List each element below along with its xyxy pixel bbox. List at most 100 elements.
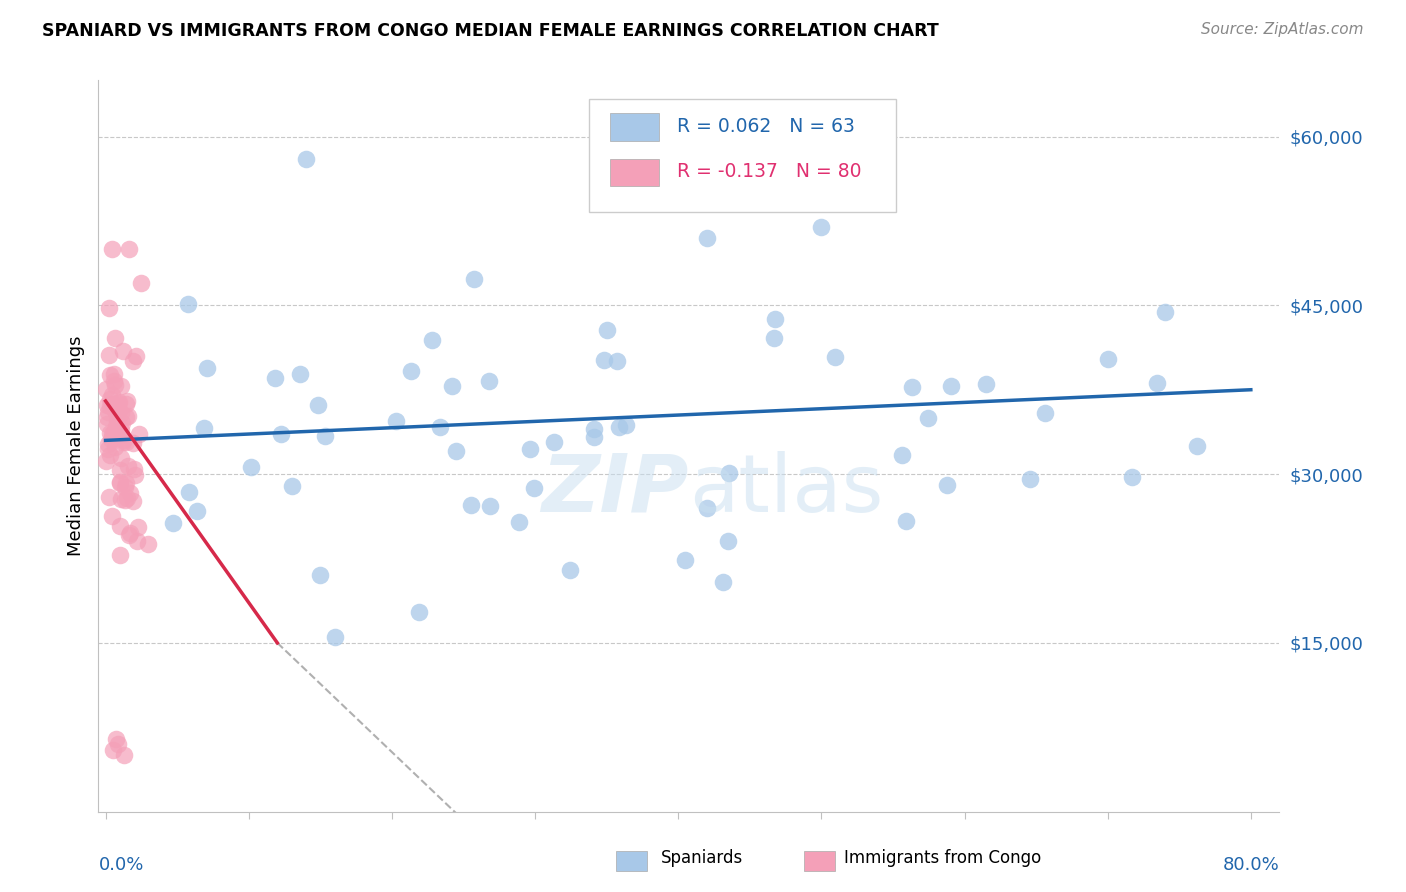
Point xyxy=(195,361,218,376)
Point xyxy=(104,440,127,454)
Point xyxy=(117,527,139,541)
Point xyxy=(96,398,118,412)
Point xyxy=(98,400,121,414)
Point xyxy=(614,418,637,433)
Point xyxy=(110,548,132,562)
Point xyxy=(97,405,120,419)
Point xyxy=(519,442,541,457)
Text: Spaniards: Spaniards xyxy=(661,849,742,867)
Point xyxy=(114,476,136,491)
Point xyxy=(1146,376,1168,391)
Text: 0.0%: 0.0% xyxy=(98,855,143,873)
Point xyxy=(110,379,132,393)
Point xyxy=(107,396,129,410)
Point xyxy=(112,748,135,763)
Point xyxy=(718,466,741,480)
Point xyxy=(101,743,124,757)
Point xyxy=(122,462,145,476)
Point xyxy=(711,574,734,589)
Point xyxy=(890,448,912,462)
Point xyxy=(97,437,120,451)
Point xyxy=(264,370,287,384)
Point xyxy=(101,242,124,256)
Point xyxy=(309,568,332,582)
Point xyxy=(122,436,145,450)
Point xyxy=(110,492,132,507)
Point xyxy=(177,485,200,500)
Point xyxy=(97,301,120,316)
Point xyxy=(810,219,832,234)
Point xyxy=(607,420,630,434)
Point xyxy=(98,392,121,406)
Point xyxy=(1121,470,1143,484)
Point xyxy=(1153,305,1175,319)
Point xyxy=(323,630,346,644)
Bar xyxy=(610,113,659,141)
Point xyxy=(104,419,127,434)
Point xyxy=(543,435,565,450)
Point xyxy=(100,432,122,446)
Text: 80.0%: 80.0% xyxy=(1223,855,1279,873)
Point xyxy=(917,411,939,425)
Point xyxy=(446,443,468,458)
Point xyxy=(115,397,138,411)
Point xyxy=(101,427,124,442)
Point xyxy=(120,526,142,541)
Point xyxy=(103,367,125,381)
Y-axis label: Median Female Earnings: Median Female Earnings xyxy=(66,335,84,557)
Point xyxy=(1187,439,1209,453)
Point xyxy=(107,401,129,415)
Point xyxy=(1097,351,1119,366)
Point xyxy=(108,476,131,491)
Point xyxy=(118,486,141,500)
Point xyxy=(97,442,120,456)
Point xyxy=(107,737,129,751)
Point xyxy=(117,394,139,409)
Bar xyxy=(610,159,659,186)
Point xyxy=(105,413,128,427)
Point xyxy=(478,499,501,513)
Point xyxy=(582,422,605,436)
Point xyxy=(270,426,292,441)
Point xyxy=(96,417,118,431)
Point xyxy=(108,403,131,417)
Point xyxy=(460,499,482,513)
Point xyxy=(441,378,464,392)
Point xyxy=(420,334,443,348)
Point xyxy=(186,504,208,518)
Point xyxy=(128,427,150,442)
Point xyxy=(101,508,124,523)
Point xyxy=(941,379,963,393)
Point xyxy=(763,312,786,326)
Point xyxy=(110,405,132,419)
Point xyxy=(596,323,619,337)
Point xyxy=(896,514,918,528)
Point xyxy=(288,368,311,382)
Point xyxy=(121,493,143,508)
FancyBboxPatch shape xyxy=(589,99,896,212)
Point xyxy=(111,433,134,447)
Text: Source: ZipAtlas.com: Source: ZipAtlas.com xyxy=(1201,22,1364,37)
Text: ZIP: ZIP xyxy=(541,450,689,529)
Point xyxy=(401,363,423,377)
Point xyxy=(558,563,581,577)
Text: Immigrants from Congo: Immigrants from Congo xyxy=(844,849,1040,867)
Point xyxy=(110,450,132,465)
Point xyxy=(115,491,138,505)
Point xyxy=(384,414,406,428)
Point xyxy=(124,468,146,483)
Point xyxy=(429,419,451,434)
Point xyxy=(108,428,131,442)
Point xyxy=(101,397,124,411)
Point xyxy=(114,492,136,507)
Point xyxy=(127,520,149,534)
Point xyxy=(108,394,131,409)
Point xyxy=(98,490,121,504)
Bar xyxy=(804,851,835,871)
Point xyxy=(605,354,627,368)
Point xyxy=(104,331,127,345)
Point xyxy=(314,429,336,443)
Point xyxy=(295,152,318,166)
Point xyxy=(117,409,139,423)
Point xyxy=(177,297,200,311)
